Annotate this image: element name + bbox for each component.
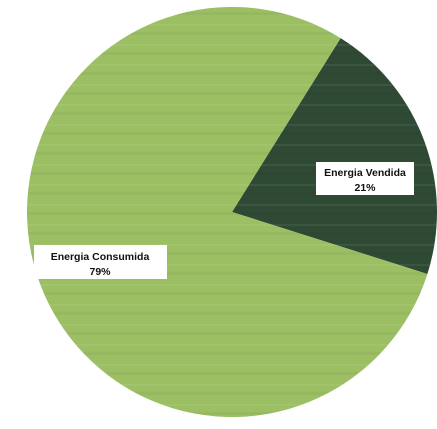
slice-label-value: 21%	[354, 182, 376, 194]
pie-texture	[27, 7, 437, 417]
slice-label-name: Energia Vendida	[324, 167, 406, 179]
slice-label-name: Energia Consumida	[51, 251, 150, 263]
pie-labels: Energia Vendida 21% Energia Consumida 79…	[34, 162, 414, 279]
slice-label-energia-vendida: Energia Vendida 21%	[316, 162, 414, 195]
slice-label-value: 79%	[89, 266, 111, 278]
slice-label-energia-consumida: Energia Consumida 79%	[34, 245, 167, 279]
